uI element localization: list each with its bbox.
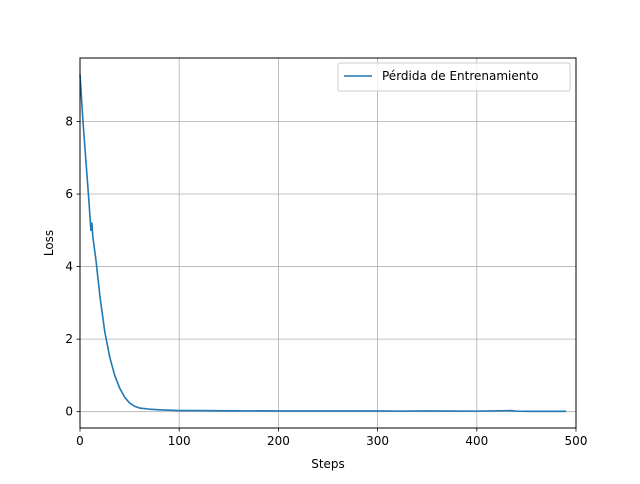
legend-box — [337, 62, 571, 92]
y-tick-label: 0 — [65, 405, 73, 419]
x-axis-ticks: 0 100 200 300 400 500 — [76, 428, 587, 448]
x-axis-label: Steps — [311, 457, 345, 471]
x-tick-label: 500 — [565, 434, 588, 448]
x-tick-label: 400 — [465, 434, 488, 448]
loss-series-line — [79, 74, 567, 413]
y-tick-label: 6 — [65, 187, 73, 201]
x-tick-label: 200 — [267, 434, 290, 448]
x-tick-label: 300 — [366, 434, 389, 448]
plot-frame — [79, 57, 577, 429]
grid-lines — [79, 58, 577, 428]
legend: Pérdida de Entrenamiento — [337, 62, 571, 92]
x-tick-label: 100 — [168, 434, 191, 448]
y-axis-ticks: 0 2 4 6 8 — [65, 114, 80, 419]
plot-area — [80, 58, 576, 428]
y-tick-label: 2 — [65, 332, 73, 346]
y-tick-label: 4 — [65, 260, 73, 274]
x-tick-label: 0 — [76, 434, 84, 448]
series-layer — [79, 74, 567, 413]
y-tick-label: 8 — [65, 114, 73, 128]
legend-label: Pérdida de Entrenamiento — [382, 69, 538, 83]
y-axis-label: Loss — [42, 230, 56, 256]
